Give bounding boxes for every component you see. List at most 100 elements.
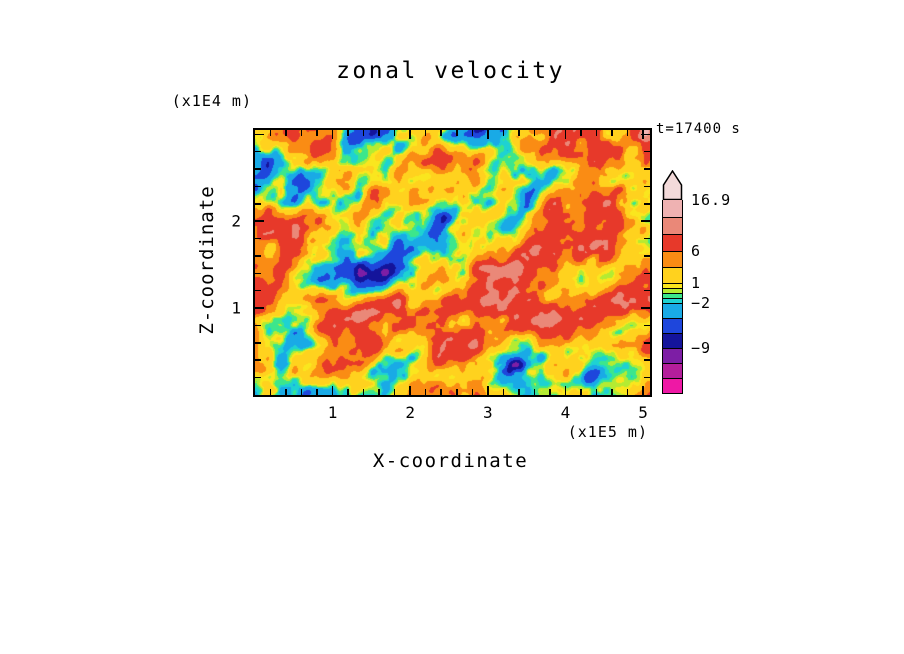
tick-mark: [331, 386, 334, 395]
tick-mark: [533, 389, 536, 395]
tick-mark: [518, 389, 520, 395]
tick-mark: [255, 185, 261, 188]
colorbar-segment: [663, 200, 682, 217]
tick-mark: [255, 203, 261, 205]
x-tick-label: 2: [405, 403, 416, 422]
tick-mark: [456, 130, 458, 136]
tick-mark: [255, 150, 261, 153]
tick-mark: [611, 130, 613, 136]
colorbar-segment: [663, 318, 682, 333]
tick-mark: [378, 130, 380, 136]
tick-mark: [564, 130, 567, 139]
tick-mark: [440, 130, 442, 136]
y-tick-label: 2: [231, 211, 241, 231]
tick-mark: [549, 130, 551, 136]
tick-mark: [518, 130, 520, 136]
colorbar-segment: [663, 333, 682, 348]
tick-mark: [644, 203, 650, 205]
tick-mark: [393, 130, 396, 136]
tick-mark: [255, 359, 261, 361]
tick-mark: [285, 130, 287, 136]
tick-mark: [549, 389, 551, 395]
tick-mark: [644, 324, 650, 327]
tick-mark: [362, 130, 365, 136]
tick-mark: [300, 389, 303, 395]
tick-mark: [347, 389, 349, 395]
y-tick-label: 1: [231, 298, 241, 318]
tick-mark: [393, 389, 396, 395]
tick-mark: [644, 359, 650, 361]
tick-mark: [347, 130, 349, 136]
tick-mark: [644, 376, 650, 379]
tick-mark: [316, 389, 318, 395]
tick-mark: [644, 272, 650, 275]
tick-mark: [471, 130, 474, 136]
tick-mark: [409, 386, 411, 395]
tick-mark: [316, 130, 318, 136]
plot-area: 1 2 3 4 5 1 2: [231, 128, 652, 422]
tick-mark: [580, 389, 582, 395]
colorbar-segment: [663, 217, 682, 234]
x-axis-label: X-coordinate: [372, 450, 529, 472]
tick-mark: [456, 389, 458, 395]
tick-mark: [644, 150, 650, 153]
tick-mark: [255, 324, 261, 327]
y-axis-units: (x1E4 m): [171, 92, 252, 110]
colorbar-segment: [663, 251, 682, 267]
tick-mark: [269, 130, 272, 136]
colorbar-label: −9: [691, 339, 712, 357]
tick-mark: [502, 130, 505, 136]
tick-mark: [255, 237, 261, 240]
tick-mark: [564, 386, 567, 395]
colorbar-segment: [663, 234, 682, 251]
x-tick-label: 1: [327, 403, 338, 422]
tick-mark: [641, 307, 650, 309]
tick-mark: [487, 130, 489, 139]
colorbar-labels: 16.9 6 1 −2 −9: [691, 191, 761, 400]
time-label: t=17400 s: [656, 121, 741, 137]
colorbar-segment: [663, 267, 682, 283]
colorbar-segment: [663, 288, 682, 293]
colorbar-segment: [663, 378, 682, 393]
colorbar-segment: [663, 348, 682, 363]
tick-mark: [533, 130, 536, 136]
tick-mark: [595, 130, 598, 136]
tick-mark: [580, 130, 582, 136]
tick-mark: [626, 130, 629, 136]
tick-mark: [269, 389, 272, 395]
tick-mark: [285, 389, 287, 395]
colorbar-arrow-icon: [662, 170, 683, 200]
tick-mark: [424, 130, 427, 136]
colorbar-segment: [663, 293, 682, 298]
tick-mark: [440, 389, 442, 395]
tick-mark: [502, 389, 505, 395]
tick-mark: [300, 130, 303, 136]
tick-mark: [362, 389, 365, 395]
colorbar-segment: [663, 363, 682, 378]
colorbar-label: −2: [691, 294, 712, 312]
tick-mark: [642, 386, 644, 395]
tick-mark: [471, 389, 474, 395]
x-tick-label: 3: [482, 403, 493, 422]
x-tick-label: 5: [638, 403, 648, 422]
tick-mark: [255, 342, 261, 344]
y-axis-label-text: Z-coordinate: [196, 185, 218, 335]
tick-mark: [644, 342, 650, 344]
tick-mark: [255, 168, 261, 170]
tick-mark: [595, 389, 598, 395]
colorbar-label: 1: [691, 274, 702, 292]
tick-mark: [331, 130, 334, 139]
chart-title: zonal velocity: [336, 58, 565, 84]
colorbar-label: 16.9: [691, 191, 732, 209]
colorbar-label: 6: [691, 242, 702, 260]
tick-mark: [255, 307, 264, 309]
tick-mark: [409, 130, 411, 139]
tick-mark: [644, 289, 650, 292]
tick-mark: [644, 255, 650, 257]
tick-mark: [611, 389, 613, 395]
tick-mark: [255, 255, 261, 257]
x-axis-units: (x1E5 m): [567, 423, 648, 441]
tick-mark: [255, 272, 261, 275]
colorbar-segment: [663, 303, 682, 318]
